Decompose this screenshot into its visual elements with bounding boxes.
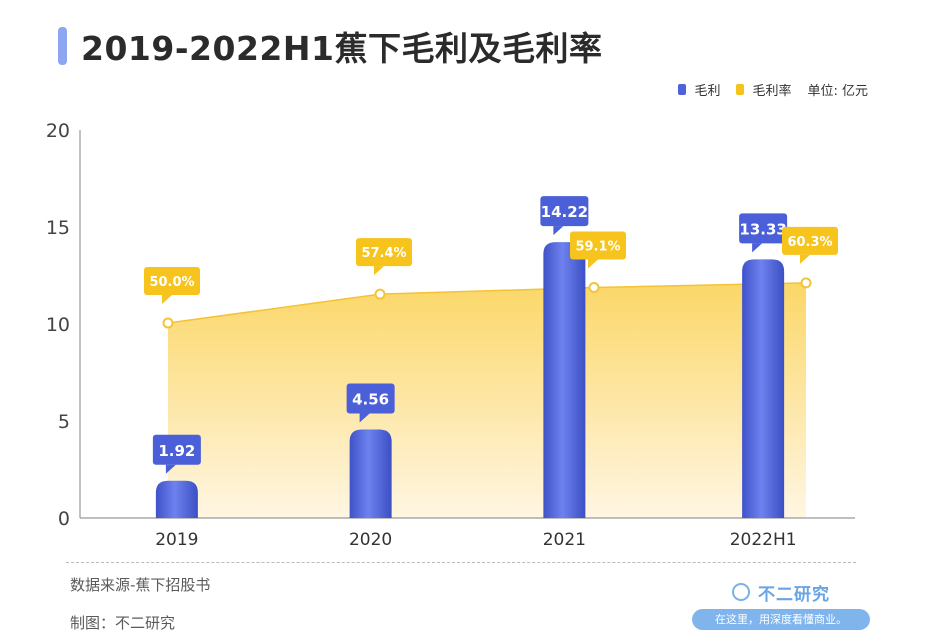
- gross-margin-point: [162, 317, 174, 329]
- footer-divider: [66, 562, 856, 563]
- bar-callout-tail: [752, 243, 763, 253]
- bar-value-label: 14.22: [541, 203, 588, 221]
- gross-margin-area: [168, 282, 806, 518]
- gross-margin-point: [800, 277, 812, 289]
- brand-header: 不二研究: [692, 578, 870, 606]
- legend-swatch-gross-margin: [736, 84, 745, 95]
- bar-value-callout: 13.33: [739, 213, 788, 253]
- legend-item-gross-margin: 毛利率: [736, 80, 791, 99]
- unit-label: 单位: 亿元: [807, 84, 868, 99]
- rate-callout-box: [144, 267, 200, 296]
- bar-callout-box: [540, 196, 589, 227]
- rate-callout-box: [782, 226, 838, 255]
- rate-value-callout: 50.0%: [144, 267, 200, 305]
- rate-callout-box: [570, 231, 626, 260]
- gross-margin-point: [588, 282, 600, 294]
- bar-gross-profit: [155, 480, 198, 518]
- rate-value-label: 60.3%: [787, 235, 832, 250]
- y-tick-label: 10: [46, 314, 70, 336]
- rate-value-label: 59.1%: [575, 240, 620, 255]
- x-tick-label: 2019: [155, 530, 198, 550]
- rate-value-label: 50.0%: [149, 275, 194, 290]
- bar-gross-profit: [742, 259, 785, 518]
- legend: 毛利 毛利率 单位: 亿元: [678, 80, 868, 99]
- y-tick-label: 5: [58, 411, 70, 433]
- bar-callout-box: [152, 434, 201, 465]
- bar-callout-tail: [553, 226, 564, 236]
- bar-callout-tail: [165, 464, 176, 474]
- maker-note: 制图：不二研究: [70, 614, 176, 632]
- y-tick-label: 0: [58, 508, 70, 530]
- legend-item-gross-profit: 毛利: [678, 80, 720, 99]
- brand-badge: 不二研究 在这里，用深度看懂商业。: [692, 578, 870, 634]
- y-tick-label: 20: [46, 120, 70, 142]
- legend-swatch-gross-profit: [678, 84, 687, 95]
- rate-callout-tail: [588, 259, 598, 269]
- gross-margin-point: [374, 288, 386, 300]
- bar-value-callout: 4.56: [346, 383, 395, 423]
- bar-callout-box: [346, 383, 395, 414]
- brand-logo-icon: [732, 583, 750, 601]
- rate-value-callout: 59.1%: [570, 231, 626, 269]
- brand-name: 不二研究: [758, 584, 830, 605]
- bar-gross-profit: [349, 429, 392, 518]
- legend-label-gross-margin: 毛利率: [752, 84, 792, 99]
- bar-value-label: 4.56: [352, 391, 389, 409]
- bar-value-callout: 1.92: [152, 434, 201, 474]
- bar-callout-box: [739, 213, 788, 244]
- rate-callout-box: [356, 238, 412, 267]
- bar-value-label: 13.33: [739, 220, 786, 238]
- chart-title: 2019-2022H1蕉下毛利及毛利率: [81, 29, 603, 68]
- gross-margin-line: [167, 282, 807, 324]
- bar-callout-tail: [359, 413, 370, 423]
- rate-callout-tail: [374, 266, 384, 276]
- rate-callout-tail: [162, 295, 172, 305]
- x-tick-label: 2021: [543, 530, 586, 550]
- x-tick-label: 2020: [349, 530, 392, 550]
- x-tick-label: 2022H1: [730, 530, 797, 550]
- source-note: 数据来源-蕉下招股书: [70, 576, 211, 594]
- brand-slogan: 在这里，用深度看懂商业。: [692, 609, 870, 630]
- rate-value-label: 57.4%: [361, 246, 406, 261]
- title-accent-bar: [58, 27, 67, 65]
- bar-value-callout: 14.22: [540, 196, 589, 236]
- y-tick-label: 15: [46, 217, 70, 239]
- title-block: 2019-2022H1蕉下毛利及毛利率: [58, 22, 602, 70]
- legend-label-gross-profit: 毛利: [694, 84, 721, 99]
- rate-callout-tail: [800, 254, 810, 264]
- rate-value-callout: 60.3%: [782, 226, 838, 264]
- bar-gross-profit: [543, 242, 586, 518]
- rate-value-callout: 57.4%: [356, 238, 412, 276]
- bar-value-label: 1.92: [158, 442, 195, 460]
